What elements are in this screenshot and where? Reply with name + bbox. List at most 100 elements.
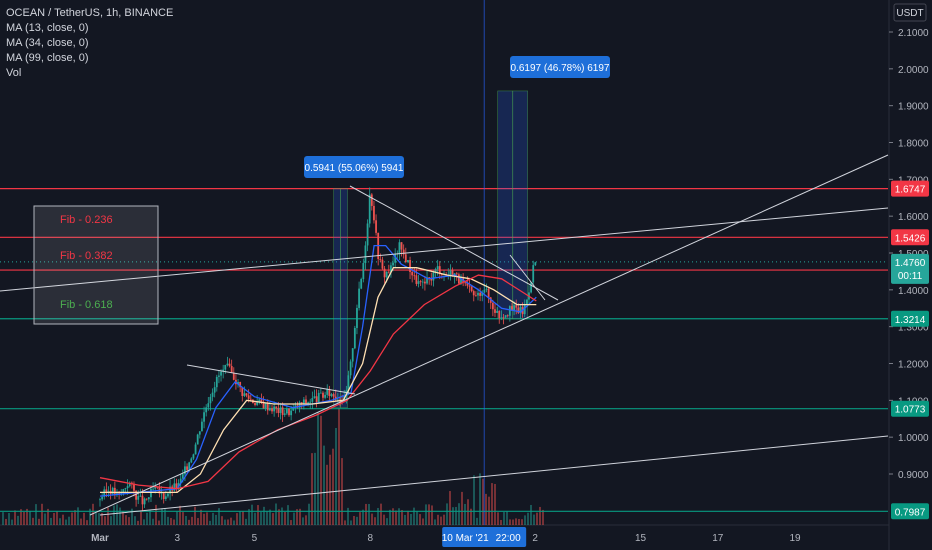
volume-bar xyxy=(212,512,214,525)
volume-bar xyxy=(536,512,538,525)
measure-label-bg-1 xyxy=(510,56,610,78)
candle-body xyxy=(336,399,339,401)
candle-body xyxy=(341,401,343,403)
candle-body xyxy=(390,265,392,273)
x-tick-label: Mar xyxy=(91,533,109,544)
volume-bar xyxy=(464,503,466,525)
volume-bar xyxy=(446,503,448,525)
candle-body xyxy=(472,291,475,296)
volume-bar xyxy=(500,519,502,525)
candle-body xyxy=(434,269,437,273)
y-tick-label: 1.4000 xyxy=(898,286,929,297)
volume-bar xyxy=(77,507,79,525)
volume-bar xyxy=(272,513,274,525)
trend-line-5[interactable] xyxy=(509,254,546,301)
candle-body xyxy=(402,249,405,255)
volume-bar xyxy=(521,519,523,525)
candle-body xyxy=(141,495,144,505)
trend-line-2[interactable] xyxy=(89,154,889,516)
candle-body xyxy=(260,399,263,403)
volume-bar xyxy=(407,510,409,525)
candle-body xyxy=(470,286,473,292)
candle-body xyxy=(370,194,373,206)
volume-bar xyxy=(170,517,172,525)
fib-box[interactable] xyxy=(33,205,159,325)
volume-bar xyxy=(41,503,43,525)
candle-body xyxy=(218,375,220,377)
volume-bar xyxy=(59,518,61,525)
volume-bar xyxy=(401,510,403,525)
candle-body xyxy=(241,387,244,396)
volume-bar xyxy=(296,509,298,525)
candle-body xyxy=(99,499,101,501)
volume-bar xyxy=(131,508,133,525)
volume-bar xyxy=(338,408,340,525)
candle-body xyxy=(511,306,513,310)
volume-legend[interactable]: Vol xyxy=(6,67,22,79)
volume-bar xyxy=(80,518,82,525)
candle-body xyxy=(135,490,138,500)
candle-body xyxy=(455,273,458,275)
candle-body xyxy=(266,403,269,411)
volume-bar xyxy=(32,517,34,525)
ma99-legend[interactable]: MA (99, close, 0) xyxy=(6,52,89,64)
volume-bar xyxy=(89,508,91,525)
candle-body xyxy=(126,486,129,489)
ma-line-1[interactable] xyxy=(100,267,537,494)
volume-bar xyxy=(218,508,220,525)
candle-body xyxy=(298,402,301,408)
volume-bar xyxy=(530,504,532,525)
candle-body xyxy=(203,412,205,422)
candle-body xyxy=(309,401,312,403)
trend-line-1[interactable] xyxy=(99,435,889,516)
candle-body xyxy=(107,490,110,492)
volume-bar xyxy=(110,516,112,525)
ma-line-2[interactable] xyxy=(99,274,537,490)
candle-body xyxy=(239,381,242,388)
volume-bar xyxy=(146,512,148,525)
y-tick-label: 1.9000 xyxy=(898,102,929,113)
symbol-title[interactable]: OCEAN / TetherUS, 1h, BINANCE xyxy=(6,7,174,19)
y-tick-label: 2.0000 xyxy=(898,65,929,76)
volume-bar xyxy=(221,516,223,525)
volume-bar xyxy=(281,507,283,525)
volume-bar xyxy=(68,516,70,525)
candle-body xyxy=(247,395,250,399)
candle-body xyxy=(358,288,360,308)
volume-bar xyxy=(140,510,142,525)
volume-bar xyxy=(341,458,343,525)
candle-body xyxy=(330,394,333,397)
trend-line-4[interactable] xyxy=(349,185,559,301)
candle-body xyxy=(351,348,354,362)
candle-body xyxy=(477,292,479,296)
candle-body xyxy=(457,274,460,284)
currency-box[interactable] xyxy=(893,3,927,22)
trend-line-3[interactable] xyxy=(186,364,356,395)
volume-bar xyxy=(185,515,187,525)
x-tick-label: 15 xyxy=(635,533,647,544)
ma-line-0[interactable] xyxy=(99,244,537,497)
candle-body xyxy=(215,376,218,388)
volume-bar xyxy=(269,509,271,525)
candle-body xyxy=(356,307,358,328)
ma13-legend[interactable]: MA (13, close, 0) xyxy=(6,22,89,34)
ma34-legend[interactable]: MA (34, close, 0) xyxy=(6,37,89,49)
candle-body xyxy=(481,292,484,296)
candle-body xyxy=(400,242,403,250)
volume-bar xyxy=(200,509,202,525)
volume-bar xyxy=(308,503,310,525)
volume-bar xyxy=(215,514,217,525)
volume-bar xyxy=(98,513,100,525)
volume-bar xyxy=(503,512,505,525)
volume-bar xyxy=(440,516,442,525)
candle-body xyxy=(385,271,388,278)
x-tick-label: 17 xyxy=(712,533,724,544)
volume-bar xyxy=(233,520,235,525)
volume-bar xyxy=(491,483,493,525)
volume-bar xyxy=(278,509,280,525)
candle-body xyxy=(222,369,225,372)
candle-body xyxy=(491,302,494,310)
currency-label[interactable]: USDT xyxy=(896,8,923,19)
volume-bar xyxy=(386,518,388,525)
